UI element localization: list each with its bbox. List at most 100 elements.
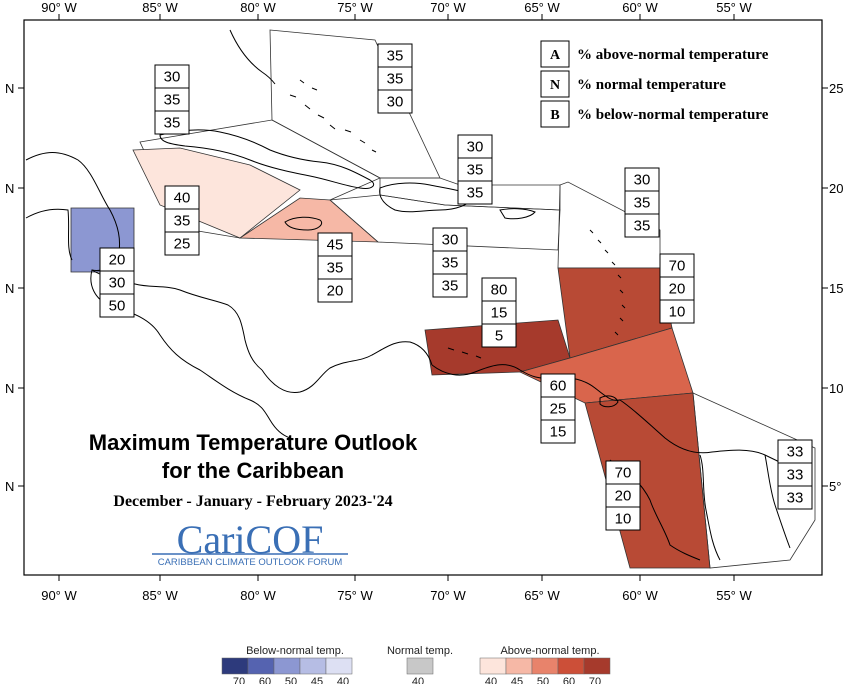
above-tick: 45 [511,676,523,684]
prob-box-belize: 20 30 50 [99,247,135,318]
prob-below: 35 [467,185,484,202]
prob-above: 30 [467,139,484,156]
prob-below: 25 [174,236,191,253]
above-swatch [531,657,559,675]
lon-label: 80° W [240,0,276,15]
prob-normal: 35 [387,71,404,88]
lat-label: 10 [829,381,843,396]
prob-cell [99,293,135,318]
below-tick: 45 [311,676,323,684]
above-swatch [583,657,611,675]
title-line1: Maximum Temperature Outlook [89,430,418,455]
lon-label: 70° W [430,588,466,603]
prob-below: 35 [634,218,651,235]
prob-normal: 35 [327,260,344,277]
above-swatch [557,657,585,675]
normal-swatch [406,657,434,675]
prob-cell [605,506,641,531]
prob-cell [659,299,695,324]
lat-label: 15 [829,281,843,296]
lat-labels-right: 25 20 15 10 5° [829,81,843,494]
prob-normal: 33 [787,467,804,484]
above-tick: 50 [537,676,549,684]
lat-label: N [5,479,14,494]
prob-normal: 35 [164,92,181,109]
below-tick: 60 [259,676,271,684]
prob-normal: 35 [174,213,191,230]
key-letter: B [550,108,559,123]
lon-label: 70° W [430,0,466,15]
key-text: % normal temperature [577,77,726,93]
prob-cell [481,323,517,348]
lon-label: 90° W [41,0,77,15]
below-swatch [325,657,353,675]
key-letter-box [540,40,570,68]
prob-normal: 35 [442,255,459,272]
key-letter-box [540,70,570,98]
prob-below: 50 [109,298,126,315]
title-period: December - January - February 2023-'24 [113,493,392,510]
lon-labels-bottom: 90° W 85° W 80° W 75° W 70° W 65° W 60° … [41,588,752,603]
below-tick: 40 [337,676,349,684]
below-tick: 50 [285,676,297,684]
above-tick: 40 [485,676,497,684]
prob-below: 10 [669,304,686,321]
prob-box-lesser-antilles: 70 20 10 [659,253,695,324]
colorbar-below-title: Below-normal temp. [246,645,344,657]
below-swatch [247,657,275,675]
prob-cell [432,273,468,298]
prob-normal: 25 [550,401,567,418]
normal-tick: 40 [412,676,424,684]
key-letter-box [540,100,570,128]
colorbar-normal-title: Normal temp. [387,645,453,657]
prob-cell [164,231,200,256]
lat-label: 20 [829,181,843,196]
below-swatch [273,657,301,675]
prob-cell [624,213,660,238]
lat-label: N [5,381,14,396]
prob-above: 80 [491,282,508,299]
above-tick: 60 [563,676,575,684]
prob-below: 30 [387,94,404,111]
prob-below: 5 [495,328,503,345]
lat-label: N [5,281,14,296]
prob-above: 33 [787,444,804,461]
colorbar: Below-normal temp. Normal temp. Above-no… [221,645,611,684]
lat-label: N [5,181,14,196]
prob-below: 15 [550,424,567,441]
lon-label: 75° W [337,0,373,15]
prob-below: 20 [327,283,344,300]
prob-cell [154,110,190,135]
below-tick: 70 [233,676,245,684]
prob-box-abc-islands: 80 15 5 [481,277,517,348]
key-letter: N [550,78,560,93]
prob-cell [540,419,576,444]
prob-below: 33 [787,490,804,507]
region-leeward [557,181,661,269]
above-swatch [505,657,533,675]
prob-above: 30 [164,69,181,86]
prob-above: 60 [550,378,567,395]
prob-box-leeward: 30 35 35 [624,167,660,238]
lon-label: 75° W [337,588,373,603]
prob-box-cuba-west: 30 35 35 [154,64,190,135]
prob-box-guyana: 70 20 10 [605,460,641,531]
lon-label: 85° W [142,588,178,603]
prob-box-trinidad-venezuela: 60 25 15 [540,373,576,444]
lat-labels-left: N N N N N [5,81,14,494]
region-cayman [132,147,301,239]
lon-label: 60° W [622,0,658,15]
prob-normal: 20 [615,488,632,505]
lon-label: 55° W [716,0,752,15]
lon-label: 80° W [240,588,276,603]
prob-box-french-guiana: 33 33 33 [777,439,813,510]
colorbar-above-title: Above-normal temp. [500,645,599,657]
prob-box-jamaica: 45 35 20 [317,232,353,303]
lon-label: 55° W [716,588,752,603]
key-letter: A [550,48,561,63]
prob-above: 45 [327,237,344,254]
lon-label: 65° W [524,588,560,603]
below-swatch [299,657,327,675]
lat-label: 5° [829,479,841,494]
